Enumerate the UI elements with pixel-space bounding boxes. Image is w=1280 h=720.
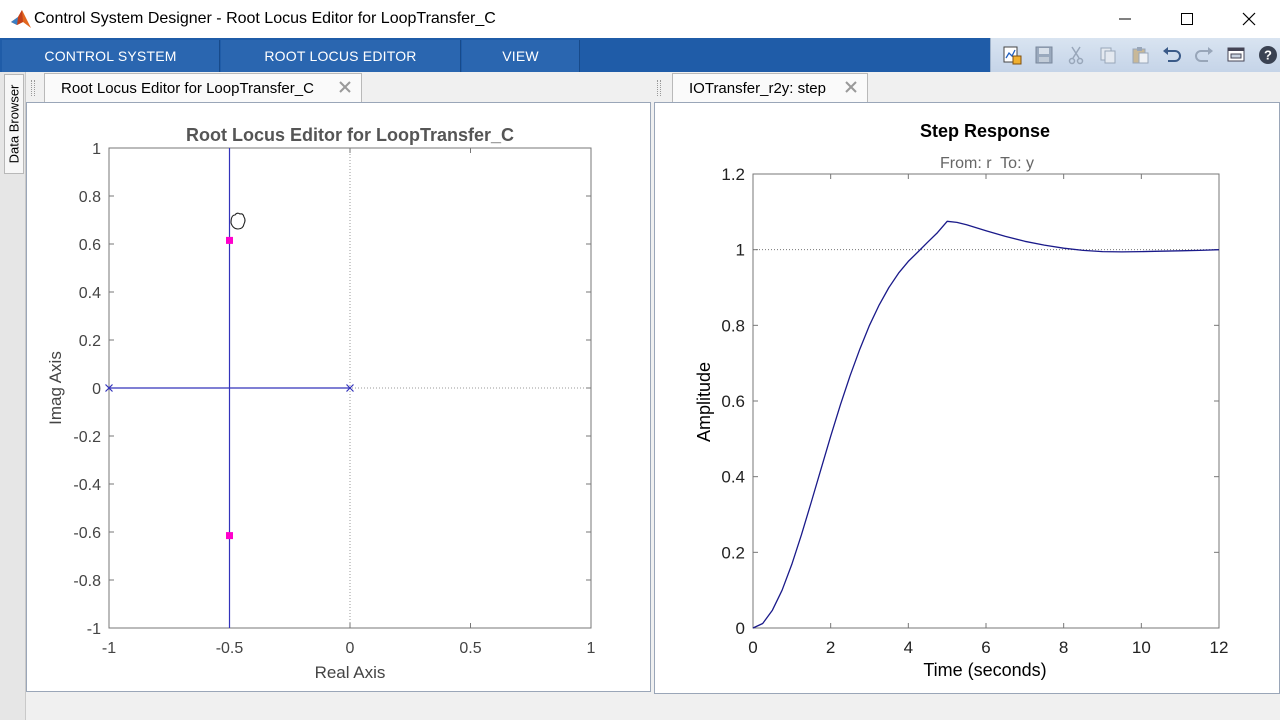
paste-icon [1132, 47, 1148, 64]
open-loop-pole [105, 384, 113, 392]
tab-root-locus-editor[interactable]: ROOT LOCUS EDITOR [221, 40, 461, 72]
x-tick-label: 6 [981, 638, 990, 657]
maximize-icon [1181, 13, 1193, 25]
y-tick-label: -0.8 [73, 573, 101, 590]
close-tab-icon[interactable] [843, 79, 859, 95]
minimize-button[interactable] [1094, 0, 1156, 38]
y-tick-label: 0.2 [79, 333, 101, 350]
matlab-logo-icon [11, 10, 31, 28]
new-figure-button[interactable] [999, 42, 1024, 68]
y-tick-label: 0.2 [721, 543, 745, 562]
x-tick-label: 8 [1059, 638, 1068, 657]
x-tick-label: 4 [904, 638, 913, 657]
y-tick-label: 0.8 [79, 189, 101, 206]
svg-text:?: ? [1264, 48, 1272, 63]
copy-button[interactable] [1095, 42, 1120, 68]
minimize-icon [1119, 18, 1131, 20]
x-tick-label: 10 [1132, 638, 1151, 657]
redo-icon [1194, 47, 1213, 62]
cut-icon [1068, 46, 1083, 65]
layout-icon [1227, 47, 1244, 62]
y-tick-label: 0.6 [721, 392, 745, 411]
y-tick-label: -0.2 [73, 429, 101, 446]
tab-control-system[interactable]: CONTROL SYSTEM [2, 40, 220, 72]
y-tick-label: 1 [92, 141, 101, 158]
copy-icon [1100, 47, 1115, 64]
x-tick-label: 0.5 [459, 640, 481, 657]
root-locus-xlabel: Real Axis [315, 663, 386, 682]
left-tab-grip[interactable] [31, 80, 35, 96]
x-tick-label: -0.5 [216, 640, 244, 657]
x-tick-label: 0 [346, 640, 355, 657]
y-tick-label: -1 [87, 621, 101, 638]
close-window-button[interactable] [1218, 0, 1280, 38]
layout-button[interactable] [1223, 42, 1248, 68]
y-tick-label: 0 [736, 619, 745, 638]
closed-loop-pole[interactable] [226, 236, 233, 244]
x-tick-label: 0 [748, 638, 757, 657]
step-response-ylabel: Amplitude [694, 362, 714, 442]
cut-button[interactable] [1063, 42, 1088, 68]
step-response-xlabel: Time (seconds) [923, 660, 1046, 680]
y-tick-label: 0 [92, 381, 101, 398]
right-tab-grip[interactable] [657, 80, 661, 96]
redo-button[interactable] [1191, 42, 1216, 68]
step-response-line [752, 220, 1220, 629]
y-tick-label: 0.8 [721, 316, 745, 335]
step-response-subtitle: From: r To: y [940, 155, 1034, 172]
step-response-pane: Step Response From: r To: y Time (second… [654, 102, 1280, 694]
y-tick-label: 0.4 [79, 285, 101, 302]
side-panel-strip [0, 72, 26, 720]
tab-view[interactable]: VIEW [462, 40, 580, 72]
help-icon: ? [1258, 46, 1277, 64]
save-button[interactable] [1031, 42, 1056, 68]
maximize-button[interactable] [1156, 0, 1218, 38]
left-doc-tab-label: Root Locus Editor for LoopTransfer_C [61, 80, 314, 97]
undo-button[interactable] [1159, 42, 1184, 68]
tab-root-locus-editor-doc[interactable]: Root Locus Editor for LoopTransfer_C [44, 73, 362, 103]
undo-icon [1162, 47, 1181, 62]
y-tick-label: 0.6 [79, 237, 101, 254]
y-tick-label: -0.6 [73, 525, 101, 542]
tab-step-response-doc[interactable]: IOTransfer_r2y: step [672, 73, 868, 103]
close-tab-icon[interactable] [337, 79, 353, 95]
close-icon [1242, 12, 1256, 26]
hand-cursor-icon [230, 212, 246, 230]
quick-access-toolbar: ? [990, 38, 1280, 72]
data-browser-label: Data Browser [6, 84, 22, 164]
step-response-chart[interactable]: Step Response From: r To: y Time (second… [655, 103, 1279, 693]
root-locus-title: Root Locus Editor for LoopTransfer_C [186, 125, 514, 145]
y-tick-label: 1.2 [721, 165, 745, 184]
root-locus-ylabel: Imag Axis [46, 351, 65, 425]
root-locus-pane: Root Locus Editor for LoopTransfer_C Rea… [26, 102, 651, 692]
root-locus-chart[interactable]: Root Locus Editor for LoopTransfer_C Rea… [27, 103, 650, 691]
data-browser-tab[interactable]: Data Browser [4, 74, 24, 174]
x-tick-label: 2 [826, 638, 835, 657]
step-response-plot-area: 0 2 4 6 8 10 12 1.2 1 0.8 0.6 0.4 0.2 0 [721, 165, 1228, 657]
paste-button[interactable] [1127, 42, 1152, 68]
save-icon [1035, 46, 1052, 64]
right-doc-tab-label: IOTransfer_r2y: step [689, 80, 826, 97]
window-title: Control System Designer - Root Locus Edi… [34, 10, 496, 27]
y-tick-label: -0.4 [73, 477, 101, 494]
closed-loop-pole[interactable] [226, 532, 233, 540]
y-tick-label: 0.4 [721, 468, 745, 487]
root-locus-plot-area: -1 -0.5 0 0.5 1 1 0.8 0.6 0.4 0.2 0 -0.2 -0.4 -0.6 -0.… [73, 141, 595, 657]
new-figure-icon [1003, 46, 1021, 65]
ribbon-tabs: CONTROL SYSTEM ROOT LOCUS EDITOR VIEW [0, 38, 1280, 72]
x-tick-label: -1 [102, 640, 116, 657]
x-tick-label: 12 [1210, 638, 1229, 657]
title-bar: Control System Designer - Root Locus Edi… [0, 0, 1280, 38]
x-tick-label: 1 [587, 640, 596, 657]
open-loop-pole [346, 384, 354, 392]
plot-frame [752, 173, 1220, 629]
step-response-title: Step Response [920, 121, 1050, 141]
y-tick-label: 1 [736, 241, 745, 260]
help-button[interactable]: ? [1255, 42, 1280, 68]
